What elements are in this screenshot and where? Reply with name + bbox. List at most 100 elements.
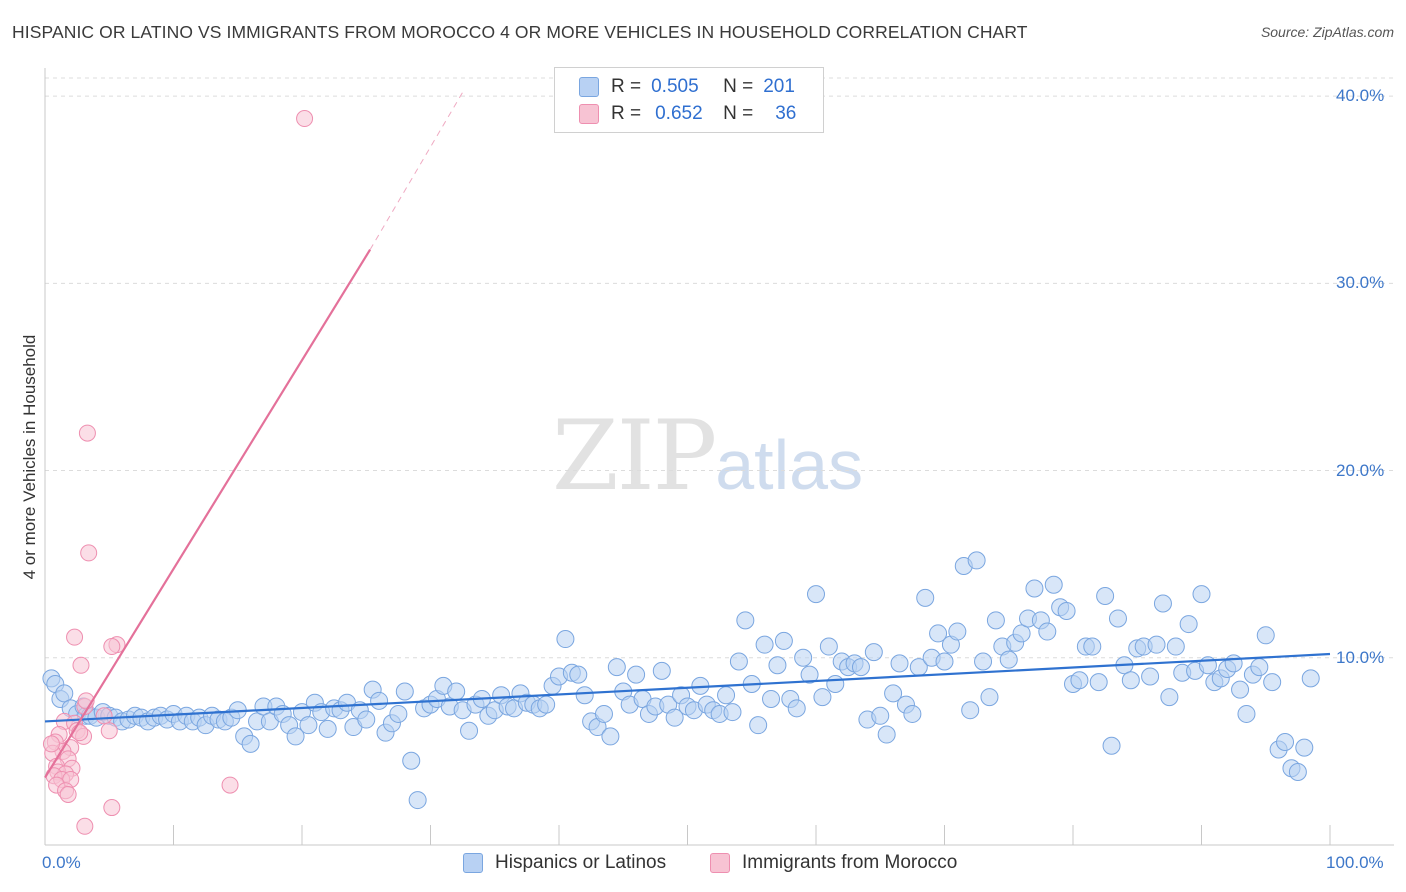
legend-item-hispanics: Hispanics or Latinos	[463, 852, 666, 874]
morocco-point	[78, 424, 96, 442]
hispanics-point	[749, 716, 768, 735]
hispanics-point	[1070, 671, 1089, 690]
hispanics-point	[1012, 624, 1031, 643]
y-tick-label: 40.0%	[1336, 86, 1385, 106]
watermark-atlas: atlas	[715, 426, 864, 504]
hispanics-point	[762, 689, 781, 708]
hispanics-point	[594, 704, 613, 723]
hispanics-point	[1089, 673, 1108, 692]
morocco-point	[100, 722, 118, 740]
morocco-trend-extension	[369, 92, 464, 250]
morocco-point	[296, 110, 314, 128]
hispanics-point	[286, 727, 305, 746]
hispanics-point	[1250, 658, 1269, 677]
hispanics-point	[1237, 704, 1256, 723]
hispanics-point	[800, 665, 819, 684]
hispanics-point	[768, 656, 787, 675]
hispanics-point	[395, 682, 414, 701]
morocco-point	[59, 785, 77, 803]
hispanics-point	[556, 630, 575, 649]
hispanics-point	[826, 674, 845, 693]
hispanics-point	[299, 716, 318, 735]
legend-r-value: 0.652	[655, 103, 703, 124]
legend-n-label: N =	[723, 103, 754, 124]
source-credit: Source: ZipAtlas.com	[1260, 24, 1394, 40]
legend-item-label: Hispanics or Latinos	[495, 852, 667, 873]
legend-n-value: 201	[763, 76, 795, 97]
legend-row-hispanics: R = 0.505 N = 201	[555, 73, 795, 101]
hispanics-point	[929, 624, 948, 643]
hispanics-point	[537, 695, 556, 714]
morocco-point	[71, 724, 89, 742]
hispanics-point	[1096, 586, 1115, 605]
hispanics-point	[1192, 585, 1211, 604]
hispanics-point	[1025, 579, 1044, 598]
morocco-point	[76, 817, 94, 835]
hispanics-point	[723, 703, 742, 722]
blue-swatch	[463, 853, 483, 873]
morocco-point	[42, 735, 60, 753]
morocco-point	[103, 799, 121, 817]
hispanics-point	[1301, 669, 1320, 688]
hispanics-points	[42, 551, 1320, 810]
hispanics-point	[729, 652, 748, 671]
hispanics-point	[370, 691, 389, 710]
hispanics-point	[1121, 671, 1140, 690]
hispanics-point	[1102, 736, 1121, 755]
legend-r-label: R =	[611, 76, 642, 97]
y-tick-label: 20.0%	[1336, 460, 1385, 480]
watermark: ZIPatlas	[552, 400, 863, 512]
legend-item-label: Immigrants from Morocco	[742, 852, 958, 873]
hispanics-point	[877, 725, 896, 744]
hispanics-point	[717, 686, 736, 705]
hispanics-point	[980, 688, 999, 707]
pink-swatch	[710, 853, 730, 873]
hispanics-point	[813, 688, 832, 707]
morocco-point	[80, 544, 98, 562]
hispanics-point	[871, 706, 890, 725]
morocco-point	[72, 656, 90, 674]
hispanics-point	[1256, 626, 1275, 645]
hispanics-point	[903, 704, 922, 723]
chart-title: HISPANIC OR LATINO VS IMMIGRANTS FROM MO…	[12, 22, 1028, 42]
hispanics-point	[1160, 688, 1179, 707]
hispanics-point	[948, 622, 967, 641]
hispanics-point	[851, 658, 870, 677]
hispanics-point	[569, 665, 588, 684]
legend-r-label: R =	[611, 103, 642, 124]
legend-n-value: 36	[775, 103, 797, 124]
y-tick-label: 30.0%	[1336, 273, 1385, 293]
axes	[44, 68, 1394, 846]
series-legend: Hispanics or Latinos Immigrants from Mor…	[0, 852, 1406, 878]
hispanics-point	[357, 710, 376, 729]
hispanics-point	[55, 684, 74, 703]
hispanics-point	[1263, 673, 1282, 692]
hispanics-point	[1288, 762, 1307, 781]
hispanics-point	[389, 704, 408, 723]
watermark-zip: ZIP	[552, 400, 717, 512]
hispanics-point	[1044, 575, 1063, 594]
pink-swatch	[579, 104, 599, 124]
hispanics-point	[999, 650, 1018, 669]
morocco-trend-line	[44, 249, 372, 779]
grid	[45, 77, 1394, 659]
hispanics-point	[575, 686, 594, 705]
hispanics-point	[819, 637, 838, 656]
hispanics-point	[794, 648, 813, 667]
y-tick-label: 10.0%	[1336, 647, 1385, 667]
hispanics-trend-line	[44, 652, 1331, 723]
hispanics-point	[787, 699, 806, 718]
hispanics-point	[916, 588, 935, 607]
hispanics-point	[890, 654, 909, 673]
hispanics-point	[607, 658, 626, 677]
hispanics-point	[1179, 615, 1198, 634]
hispanics-point	[318, 719, 337, 738]
trend-lines	[44, 92, 1331, 779]
y-axis-label: 4 or more Vehicles in Household	[20, 334, 39, 580]
legend-row-morocco: R = 0.652 N = 36	[555, 100, 796, 128]
hispanics-point	[652, 661, 671, 680]
morocco-point	[66, 628, 84, 646]
hispanics-point	[408, 791, 427, 810]
hispanics-point	[665, 708, 684, 727]
